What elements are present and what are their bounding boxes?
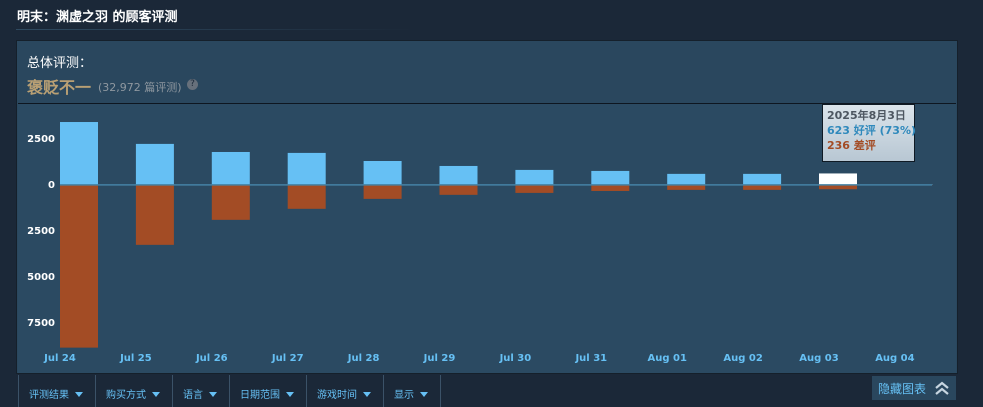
dropdown-arrow	[75, 392, 83, 397]
bar	[287, 184, 326, 209]
bar	[667, 173, 706, 185]
filter-dropdown[interactable]: 日期范围	[229, 375, 307, 407]
x-tick-label: Jul 25	[119, 353, 152, 364]
filter-dropdown[interactable]: 语言	[172, 375, 230, 407]
filter-dropdown[interactable]: 显示	[383, 375, 441, 407]
x-tick-label: Aug 02	[723, 353, 762, 364]
y-tick-label: 5000	[27, 272, 55, 283]
bar	[135, 143, 174, 185]
filter-label: 显示	[394, 390, 414, 401]
x-tick-label: Jul 31	[574, 353, 607, 364]
plot-bg	[18, 104, 956, 373]
tooltip: 2025年8月3日 623 好评 (73%) 236 差评	[822, 104, 917, 162]
bar	[667, 184, 706, 190]
filter-label: 日期范围	[240, 390, 280, 401]
bar	[515, 169, 554, 185]
x-tick-label: Aug 01	[647, 353, 686, 364]
bar	[135, 184, 174, 245]
bar	[60, 184, 98, 348]
y-tick-label: 7500	[27, 318, 55, 329]
divider	[16, 29, 416, 30]
bar	[211, 151, 250, 185]
bar	[439, 184, 478, 195]
bar	[287, 152, 326, 185]
hide-chart-label: 隐藏图表	[878, 382, 927, 396]
chart: 2500 0 2500 5000 7500 Jul 24 Jul 25 Jul 26 Jul 2…	[18, 103, 956, 373]
bar	[363, 161, 402, 185]
x-tick-label: Jul 24	[43, 353, 76, 364]
bar	[591, 184, 630, 191]
help-icon[interactable]: ?	[187, 79, 198, 90]
hide-chart-button[interactable]: 隐藏图表	[872, 376, 956, 400]
summary-label: 总体评测：	[27, 56, 93, 71]
bar	[211, 184, 250, 220]
y-tick-label: 2500	[27, 226, 55, 237]
x-tick-label: Jul 28	[347, 353, 380, 364]
dropdown-arrow	[209, 392, 217, 397]
bar	[515, 184, 554, 193]
x-tick-label: Jul 29	[423, 353, 456, 364]
dropdown-arrow	[286, 392, 294, 397]
x-tick-label: Jul 27	[271, 353, 304, 364]
filter-dropdown[interactable]: 评测结果	[18, 375, 96, 407]
x-tick-label: Jul 26	[195, 353, 228, 364]
dropdown-arrow	[420, 392, 428, 397]
page-title: 明末：渊虚之羽 的顾客评测	[17, 10, 178, 25]
x-tick-label: Jul 30	[499, 353, 532, 364]
filter-dropdown[interactable]: 游戏时间	[306, 375, 384, 407]
filter-label: 语言	[183, 390, 203, 401]
bar	[439, 165, 478, 185]
filter-label: 评测结果	[29, 390, 69, 401]
bar	[819, 173, 857, 185]
review-count: (32,972 篇评测)	[98, 81, 182, 94]
x-tick-label: Aug 04	[875, 353, 914, 364]
bar	[60, 122, 98, 185]
tooltip-positive: 623 好评 (73%)	[827, 124, 917, 137]
bar	[819, 184, 857, 190]
filter-label: 购买方式	[106, 390, 146, 401]
bar	[591, 170, 630, 185]
filter-dropdown[interactable]: 购买方式	[95, 375, 173, 407]
rating: 褒贬不一	[27, 78, 92, 97]
x-tick-label: Aug 03	[799, 353, 838, 364]
chevron-icon	[935, 381, 949, 395]
dropdown-arrow	[152, 392, 160, 397]
bar	[743, 184, 782, 190]
y-tick-label: 2500	[27, 134, 55, 145]
bar	[743, 173, 782, 185]
bar	[363, 184, 402, 199]
filter-bar: 评测结果 购买方式 语言 日期范围 游戏时间 显示	[18, 375, 441, 407]
tooltip-negative: 236 差评	[827, 139, 876, 152]
filter-label: 游戏时间	[317, 390, 357, 401]
y-tick-label: 0	[48, 180, 55, 191]
dropdown-arrow	[363, 392, 371, 397]
tooltip-date: 2025年8月3日	[827, 109, 906, 122]
